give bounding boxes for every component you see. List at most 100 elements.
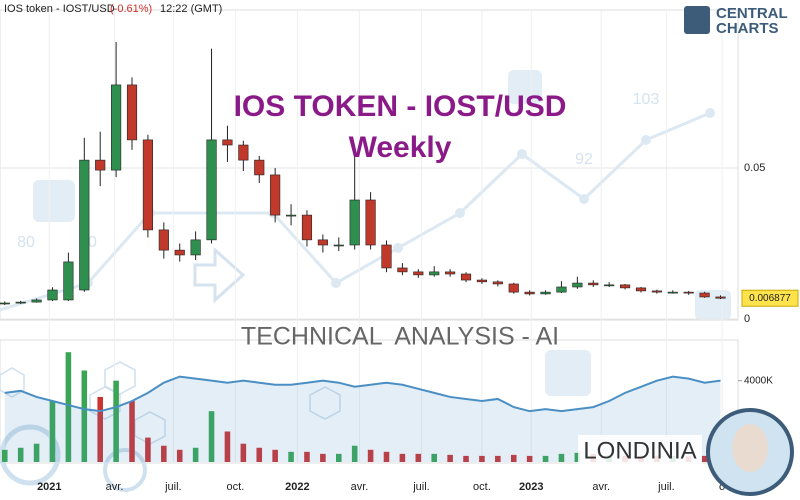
avatar-face: [732, 424, 768, 472]
volume-bar: [351, 445, 358, 462]
volume-bar: [161, 445, 167, 462]
volume-bar: [399, 453, 406, 462]
watermark-circle: [103, 448, 147, 492]
x-tick-label: 2022: [285, 481, 309, 493]
x-tick-label: juil.: [657, 481, 675, 493]
x-tick-label: 2021: [37, 481, 61, 493]
last-price-label: 0.006877: [749, 293, 791, 304]
volume-bar: [97, 396, 103, 462]
x-tick-label: oct.: [227, 481, 245, 493]
volume-bar: [240, 443, 247, 462]
time: 12:22 (GMT): [160, 3, 222, 15]
candle-body: [206, 139, 217, 241]
volume-bar: [49, 401, 56, 462]
candle-body: [572, 282, 583, 288]
candle-body: [429, 271, 440, 276]
volume-bar: [272, 449, 278, 462]
candle-body: [365, 199, 376, 246]
volume-bar: [33, 443, 40, 462]
volume-bar: [304, 451, 310, 462]
volume-bar: [1, 449, 8, 462]
chart-title: IOS TOKEN - IOST/USD: [234, 90, 567, 123]
candle-body: [15, 301, 26, 304]
x-tick-label: avr.: [106, 481, 124, 493]
candle-body: [604, 284, 615, 287]
volume-bar: [208, 411, 215, 462]
candle-body: [111, 84, 122, 171]
candle-body: [270, 174, 281, 216]
candle-body: [588, 282, 599, 286]
candle-body: [47, 289, 58, 301]
volume-bar: [176, 449, 183, 462]
candle-body: [651, 290, 662, 293]
volume-bar: [113, 380, 119, 462]
candle-body: [620, 284, 631, 289]
x-tick-label: o: [719, 481, 725, 493]
candle-body: [683, 291, 694, 294]
volume-bar: [510, 454, 517, 462]
watermark-icon: [33, 180, 75, 222]
candle-body: [174, 249, 185, 256]
watermark-icon: [545, 350, 591, 396]
volume-bar: [335, 453, 342, 462]
volume-area: [4, 376, 721, 462]
volume-bar: [701, 455, 708, 462]
brand: LONDINIA: [583, 437, 696, 464]
candle-body: [524, 291, 535, 295]
change: (-0.61%): [110, 3, 152, 15]
volume-bar: [558, 453, 565, 462]
last-price-box: [741, 289, 799, 307]
candle-body: [190, 239, 201, 256]
candle-body: [158, 229, 169, 251]
logo-line1: CENTRAL: [716, 5, 788, 22]
candle-body: [126, 84, 138, 141]
volume-line: [4, 375, 721, 413]
y-tick-label: 0: [744, 313, 750, 325]
candle-body: [635, 287, 647, 292]
logo-line2: CHARTS: [716, 20, 779, 37]
volume-bar: [447, 454, 453, 462]
plot-layer: 0 0.05 2021 avr. juil. oct. 2022 avr. juil. oct. 2…: [0, 10, 799, 493]
candle-body: [301, 214, 313, 241]
candle-body: [238, 144, 249, 161]
candle-body: [79, 159, 90, 291]
candle-body: [254, 159, 265, 176]
volume-bar: [574, 452, 581, 462]
candle-body: [142, 139, 153, 231]
candle-body: [333, 244, 344, 247]
candle-body: [699, 292, 710, 298]
x-tick-label: oct.: [473, 481, 491, 493]
candle-body: [397, 267, 408, 273]
x-tick-label: 2023: [519, 481, 543, 493]
volume-bar: [383, 451, 390, 462]
candle-body: [540, 291, 551, 295]
volume-bar: [526, 455, 533, 462]
x-tick-label: avr.: [592, 481, 610, 493]
logo-icon: [684, 6, 710, 34]
volume-bar: [224, 431, 231, 462]
watermark-line: [0, 111, 711, 312]
y-tick-label: 0.05: [744, 162, 765, 174]
x-tick-label: avr.: [351, 481, 369, 493]
volume-bar: [431, 453, 437, 462]
watermark-hexagons: [0, 361, 341, 445]
candle-body: [556, 286, 567, 293]
watermark-arrow: [193, 246, 246, 304]
volume-bar: [542, 455, 549, 462]
candle-body: [715, 296, 726, 299]
y-tick-label: 4000K: [744, 375, 773, 386]
volume-bar: [367, 449, 374, 462]
candle-body: [445, 271, 456, 275]
candle-body: [492, 281, 503, 285]
x-tick-label: juil.: [164, 481, 182, 493]
candle-body: [508, 283, 519, 293]
volume-bar: [256, 447, 263, 462]
candle-body: [95, 159, 106, 171]
candle-body: [285, 214, 297, 217]
chart-subtitle: Weekly: [349, 131, 452, 164]
watermark-text: TECHNICAL ANALYSIS - AI: [241, 323, 559, 351]
watermark-number: 80: [17, 234, 35, 251]
watermark-number: 92: [575, 151, 593, 168]
volume-bar: [129, 401, 135, 462]
candle-body: [381, 244, 392, 269]
